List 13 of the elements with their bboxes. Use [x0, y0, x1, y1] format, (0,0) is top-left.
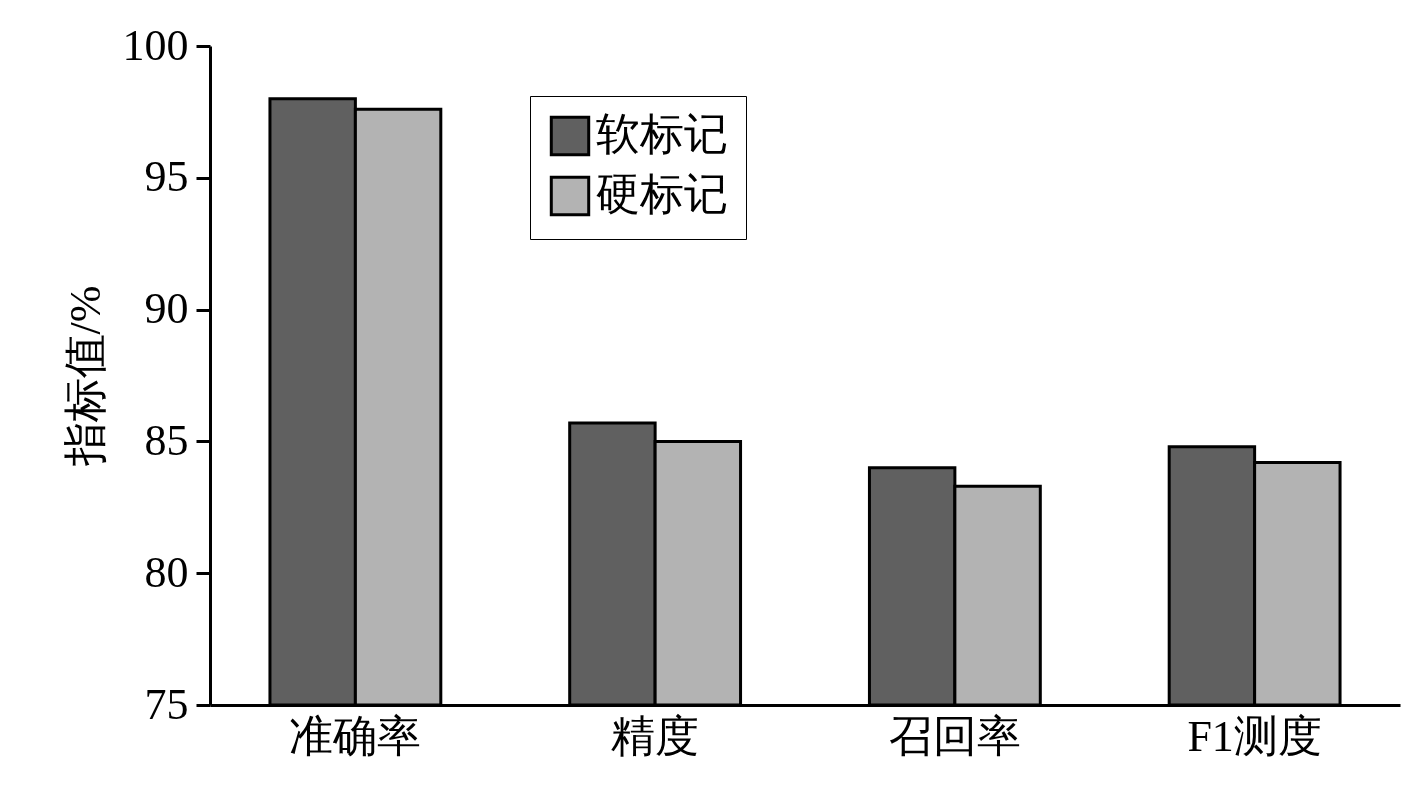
y-tick-label: 95	[144, 152, 189, 202]
y-tick-label: 100	[122, 20, 189, 70]
legend-label: 软标记	[596, 110, 728, 159]
x-tick-label: 精度	[611, 711, 700, 761]
y-axis-title: 指标值/%	[60, 285, 110, 468]
x-tick-label: 召回率	[888, 711, 1021, 761]
x-tick-label: F1测度	[1187, 711, 1322, 761]
y-tick-label: 80	[144, 547, 189, 597]
y-tick-label: 90	[144, 284, 189, 334]
y-tick-label: 85	[144, 415, 189, 465]
legend-label: 硬标记	[596, 170, 728, 219]
x-tick-label: 准确率	[289, 711, 422, 761]
y-tick-label: 75	[144, 679, 189, 729]
